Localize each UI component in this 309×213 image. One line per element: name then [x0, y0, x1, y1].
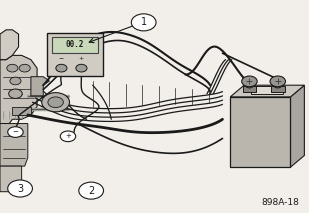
Text: 898A-18: 898A-18 — [262, 198, 300, 207]
Circle shape — [9, 89, 22, 98]
Circle shape — [48, 97, 63, 108]
Text: 2: 2 — [88, 186, 94, 196]
Circle shape — [274, 82, 282, 88]
Circle shape — [245, 82, 253, 88]
FancyBboxPatch shape — [47, 33, 103, 76]
Circle shape — [79, 182, 104, 199]
FancyBboxPatch shape — [243, 86, 256, 92]
Polygon shape — [230, 85, 304, 97]
Polygon shape — [290, 85, 304, 167]
Circle shape — [19, 64, 30, 72]
Polygon shape — [31, 77, 49, 96]
Circle shape — [131, 14, 156, 31]
Text: +: + — [79, 56, 84, 61]
Circle shape — [8, 127, 23, 137]
Circle shape — [10, 77, 21, 85]
Circle shape — [42, 93, 70, 112]
Text: −: − — [12, 129, 19, 135]
Polygon shape — [0, 55, 37, 124]
Circle shape — [242, 76, 257, 87]
Text: 1: 1 — [141, 17, 147, 27]
FancyBboxPatch shape — [271, 86, 285, 92]
Text: −: − — [59, 56, 64, 61]
Text: +: + — [65, 133, 71, 139]
Circle shape — [8, 180, 32, 197]
FancyBboxPatch shape — [251, 86, 283, 94]
Circle shape — [56, 64, 67, 72]
Circle shape — [7, 64, 18, 72]
Circle shape — [270, 76, 286, 87]
Polygon shape — [0, 30, 19, 60]
Polygon shape — [12, 106, 31, 115]
Circle shape — [60, 131, 76, 142]
Text: 00.2: 00.2 — [66, 40, 84, 49]
Text: 3: 3 — [17, 184, 23, 193]
Polygon shape — [0, 124, 28, 166]
Polygon shape — [0, 166, 22, 192]
FancyBboxPatch shape — [52, 37, 98, 53]
FancyBboxPatch shape — [230, 97, 290, 167]
Circle shape — [76, 64, 87, 72]
